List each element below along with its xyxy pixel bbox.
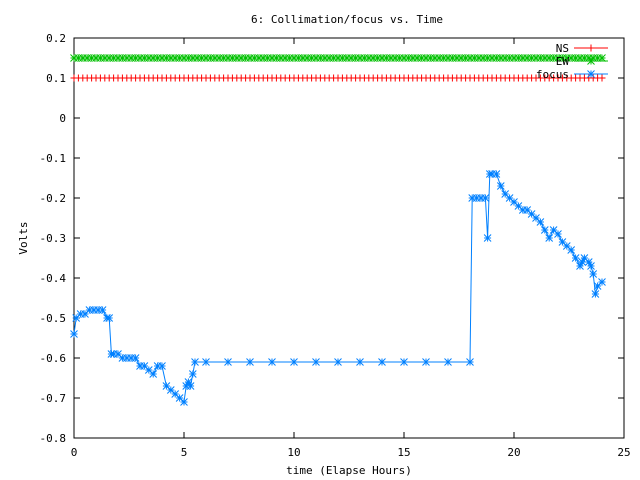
data-point [554, 230, 562, 238]
data-point [188, 370, 197, 378]
data-point [422, 358, 430, 366]
legend-item: NS [556, 42, 608, 55]
x-axis-label: time (Elapse Hours) [286, 464, 412, 477]
x-tick-label: 10 [287, 446, 300, 459]
data-point [70, 330, 78, 338]
data-point [598, 54, 606, 62]
series-ew [70, 54, 606, 62]
data-point [105, 314, 114, 322]
y-tick-label: 0.2 [46, 32, 66, 45]
legend-marker [587, 57, 595, 65]
y-tick-label: 0.1 [46, 72, 66, 85]
data-point [400, 358, 408, 366]
data-point [492, 170, 501, 178]
series-layer [70, 54, 606, 406]
data-point [481, 194, 490, 202]
y-tick-label: -0.3 [40, 232, 67, 245]
x-axis: 0 5 10 15 20 25 [71, 38, 631, 459]
data-point [571, 254, 580, 262]
data-point [527, 210, 536, 218]
data-point [378, 358, 386, 366]
y-tick-label: -0.5 [40, 312, 67, 325]
legend-label: EW [556, 55, 570, 68]
legend-item: focus [536, 68, 608, 81]
y-tick-label: -0.1 [40, 152, 67, 165]
data-point [131, 354, 140, 362]
y-tick-label: -0.6 [40, 352, 67, 365]
series-ns [70, 74, 606, 82]
legend-marker [587, 70, 595, 78]
y-tick-label: -0.8 [40, 432, 67, 445]
plot-frame [73, 37, 625, 439]
legend-marker [587, 44, 595, 52]
y-tick-label: -0.2 [40, 192, 67, 205]
series-focus [70, 170, 606, 406]
data-point [356, 358, 364, 366]
data-point [312, 358, 320, 366]
data-point [180, 398, 188, 406]
data-point [483, 234, 492, 242]
data-point [246, 358, 254, 366]
y-tick-label: 0 [59, 112, 66, 125]
data-point [536, 218, 545, 226]
data-point [290, 358, 298, 366]
data-point [591, 290, 600, 298]
data-point [567, 246, 576, 254]
data-point [202, 358, 210, 366]
legend-item: EW [556, 55, 608, 68]
y-tick-label: -0.4 [40, 272, 67, 285]
data-point [598, 74, 606, 82]
data-point [540, 226, 549, 234]
data-point [587, 262, 595, 270]
data-point [268, 358, 276, 366]
data-point [72, 314, 81, 322]
data-point [466, 358, 474, 366]
y-tick-label: -0.7 [40, 392, 67, 405]
data-point [496, 182, 505, 190]
x-tick-label: 25 [617, 446, 630, 459]
data-point [334, 358, 342, 366]
x-tick-label: 15 [397, 446, 410, 459]
data-point [589, 270, 598, 278]
data-point [545, 234, 554, 242]
data-point [140, 362, 149, 370]
data-point [114, 350, 122, 358]
data-point [598, 278, 606, 286]
data-point [158, 362, 166, 370]
data-point [98, 306, 107, 314]
data-point [224, 358, 232, 366]
data-point [191, 358, 199, 366]
legend-label: NS [556, 42, 569, 55]
legend-label: focus [536, 68, 569, 81]
data-point [149, 370, 158, 378]
data-point [514, 202, 523, 210]
y-axis: -0.8 -0.7 -0.6 -0.5 -0.4 -0.3 -0.2 -0.1 0 0.1 0.2 [40, 32, 624, 445]
chart-title: 6: Collimation/focus vs. Time [251, 13, 443, 26]
data-point [186, 382, 195, 390]
data-point [444, 358, 452, 366]
x-tick-label: 5 [181, 446, 188, 459]
x-tick-label: 20 [507, 446, 520, 459]
y-axis-label: Volts [17, 221, 30, 254]
x-tick-label: 0 [71, 446, 78, 459]
